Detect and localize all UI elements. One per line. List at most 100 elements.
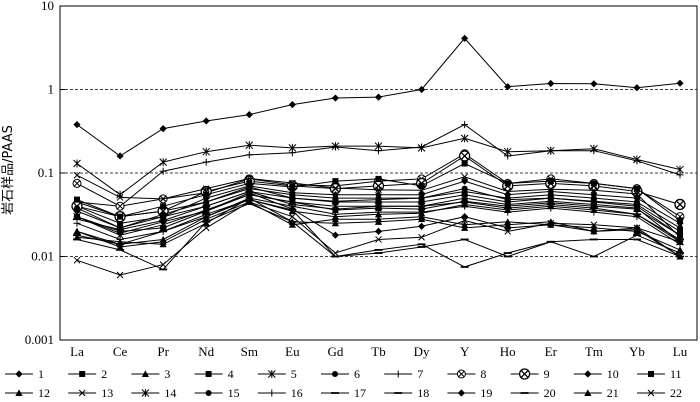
point-19-Ce: [116, 229, 124, 237]
point-15-Yb: [633, 203, 640, 210]
legend-label: 21: [607, 386, 619, 400]
legend-item-7: 7: [384, 367, 423, 381]
point-15-Dy: [418, 195, 425, 202]
point-21-Tm: [590, 227, 598, 235]
x-tick-label-Yb: Yb: [629, 344, 645, 359]
legend-label: 12: [38, 386, 50, 400]
point-12-Ce: [116, 243, 124, 250]
point-21-Gd: [331, 219, 340, 227]
point-12-Tm: [590, 224, 598, 231]
point-16-Tb: [375, 208, 382, 216]
point-22-Er: [547, 185, 555, 193]
x-tick-label-Pr: Pr: [157, 344, 169, 359]
legend-marker: [584, 389, 592, 396]
x-tick-label-Eu: Eu: [285, 344, 300, 359]
x-tick-label-Gd: Gd: [327, 344, 343, 359]
legend-marker: [205, 371, 212, 377]
point-22-Nd: [202, 185, 210, 192]
point-11-Lu: [677, 217, 683, 224]
point-15-Pr: [160, 211, 167, 218]
x-tick-label-Tb: Tb: [371, 344, 385, 359]
point-14-Nd: [202, 147, 211, 156]
legend-marker: [141, 389, 150, 397]
point-11-Dy: [418, 182, 425, 189]
legend-item-22: 22: [637, 386, 682, 400]
point-19-Tb: [374, 227, 383, 235]
point-22-Tb: [375, 186, 382, 194]
legend-label: 15: [228, 386, 240, 400]
point-10-Y: [461, 177, 469, 185]
legend-label: 7: [417, 367, 423, 381]
legend-marker: [267, 370, 276, 378]
point-22-Lu: [676, 233, 684, 241]
legend-label: 3: [164, 367, 170, 381]
point-15-Gd: [332, 198, 339, 205]
point-15-Sm: [246, 183, 253, 190]
point-21-Dy: [417, 215, 426, 223]
point-11-Eu: [289, 183, 296, 190]
legend-item-8: 8: [447, 367, 486, 381]
legend-item-14: 14: [131, 386, 176, 400]
point-14-Dy: [417, 143, 426, 152]
legend-item-9: 9: [510, 367, 550, 381]
legend-label: 16: [291, 386, 303, 400]
x-tick-label-Ce: Ce: [113, 344, 128, 359]
point-1-Gd: [331, 94, 340, 102]
point-1-Tm: [590, 80, 598, 88]
point-22-La: [73, 171, 81, 179]
point-15-Nd: [203, 198, 210, 205]
legend-item-21: 21: [573, 386, 619, 400]
legend-label: 19: [480, 386, 492, 400]
legend-item-15: 15: [194, 386, 240, 400]
legend-item-6: 6: [321, 367, 360, 381]
legend-marker: [268, 389, 276, 397]
point-14-Yb: [633, 155, 641, 164]
point-22-Eu: [289, 179, 296, 187]
legend-label: 1: [38, 367, 44, 381]
point-19-Gd: [331, 231, 340, 239]
point-7-Nd: [202, 158, 210, 166]
point-9-Lu: [674, 198, 686, 211]
point-11-Tm: [590, 180, 597, 187]
point-13-Eu: [289, 213, 296, 221]
point-21-Yb: [633, 225, 641, 233]
point-10-Tb: [374, 191, 383, 199]
point-19-Dy: [417, 222, 426, 230]
point-15-Tb: [375, 196, 382, 203]
point-10-Eu: [288, 189, 296, 197]
legend-marker: [15, 389, 23, 396]
legend-label: 22: [670, 386, 682, 400]
legend-marker: [584, 370, 592, 378]
point-11-Y: [461, 160, 468, 167]
y-axis-label: 岩石样品/PAAS: [1, 125, 16, 215]
point-13-Ce: [116, 271, 124, 279]
point-21-Eu: [288, 218, 296, 225]
point-1-La: [73, 120, 81, 129]
point-14-Gd: [331, 142, 340, 151]
point-14-Er: [546, 146, 555, 155]
legend-item-18: 18: [384, 386, 429, 400]
legend-item-11: 11: [637, 367, 682, 381]
series-18: [73, 198, 684, 268]
point-16-Gd: [331, 210, 339, 218]
axes: 0.001 0.01 0.1 1 10 La Ce Pr Nd Sm Eu Gd Tb Dy Y Ho Er Tm…: [25, 0, 698, 359]
point-22-Dy: [418, 186, 425, 194]
point-11-Er: [547, 178, 554, 185]
legend-label: 4: [228, 367, 234, 381]
point-14-Tb: [374, 142, 383, 151]
point-12-La: [73, 227, 81, 235]
point-15-Er: [547, 195, 554, 202]
point-21-Sm: [245, 194, 253, 202]
point-15-Lu: [677, 232, 683, 239]
point-1-Ho: [504, 83, 512, 91]
point-15-Eu: [289, 195, 296, 202]
legend-item-17: 17: [321, 386, 366, 400]
point-13-Dy: [418, 233, 425, 241]
point-14-Tm: [590, 144, 598, 153]
point-21-La: [73, 233, 81, 241]
point-13-La: [73, 256, 81, 264]
series-19: [73, 189, 684, 246]
point-16-Y: [461, 202, 469, 210]
